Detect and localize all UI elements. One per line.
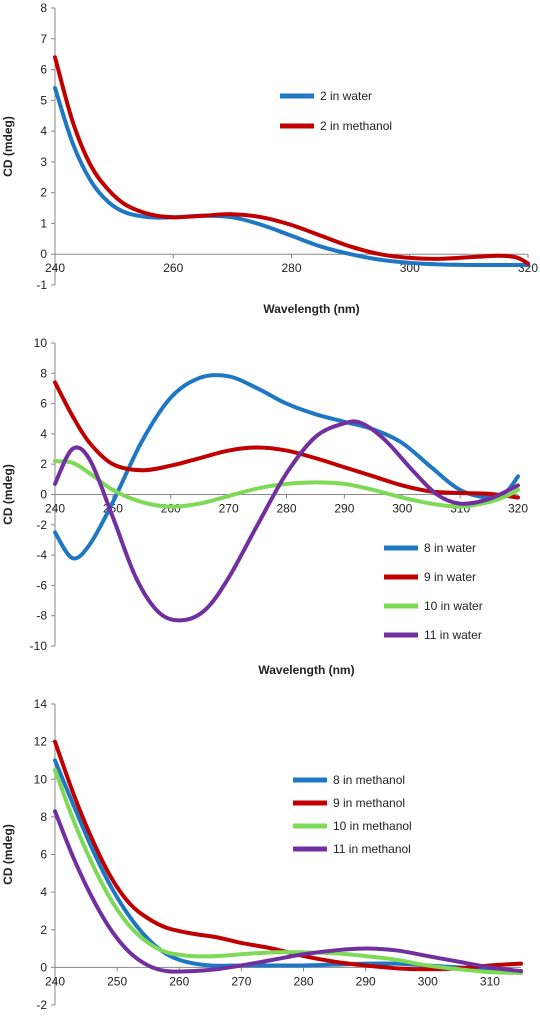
legend-label: 2 in water (320, 89, 372, 103)
legend: 2 in water 2 in methanol (280, 89, 392, 133)
x-tick-label: 300 (418, 974, 438, 988)
y-tick-label: 4 (40, 427, 47, 441)
y-tick-label: 2 (40, 457, 47, 471)
y-tick-label: -1 (36, 278, 47, 292)
x-axis-title: Wavelength (nm) (258, 663, 354, 677)
y-tick-label: 6 (40, 848, 47, 862)
x-tick-label: 290 (334, 502, 354, 516)
series-line-2 (53, 55, 530, 266)
legend-label: 2 in methanol (320, 119, 392, 133)
y-tick-label: 14 (34, 697, 48, 711)
x-tick-label: 280 (281, 261, 301, 275)
y-axis-title: CD (mdeg) (1, 464, 15, 525)
y-tick-label: 4 (40, 124, 47, 138)
legend-label: 8 in methanol (333, 773, 405, 787)
legend-label: 11 in methanol (333, 842, 411, 856)
x-tick-label: 310 (480, 974, 500, 988)
y-tick-label: 12 (34, 735, 48, 749)
y-tick-label: 6 (40, 63, 47, 77)
x-tick-label: 290 (356, 974, 376, 988)
y-axis-title: CD (mdeg) (1, 824, 15, 885)
x-tick-label: 250 (107, 974, 127, 988)
x-tick-label: 260 (169, 974, 189, 988)
y-tick-label: 8 (40, 366, 47, 380)
y-tick-label: 10 (34, 772, 48, 786)
x-tick-label: 300 (392, 502, 412, 516)
y-tick-label: 10 (34, 336, 48, 350)
x-tick-label: 260 (163, 261, 183, 275)
y-tick-label: -8 (36, 609, 47, 623)
legend-label: 10 in methanol (333, 819, 412, 833)
y-tick-label: -10 (30, 639, 48, 653)
x-axis-title: Wavelength (nm) (263, 302, 359, 316)
legend-label: 9 in methanol (333, 796, 405, 810)
y-tick-label: 3 (40, 155, 47, 169)
y-tick-label: 0 (40, 247, 47, 261)
y-tick-label: 4 (40, 885, 47, 899)
series-line-4 (53, 809, 523, 974)
series-line-3 (53, 459, 520, 509)
legend: 8 in water 9 in water 10 in water 11 in wat… (384, 541, 483, 642)
series-line-2 (53, 739, 523, 972)
y-tick-label: -2 (36, 518, 47, 532)
y-tick-label: 2 (40, 923, 47, 937)
series-line-1 (53, 758, 523, 974)
y-tick-label: 8 (40, 1, 47, 15)
x-tick-label: 270 (231, 974, 251, 988)
legend-label: 11 in water (424, 628, 482, 642)
y-tick-label: -2 (36, 998, 47, 1012)
x-tick-label: 240 (45, 502, 65, 516)
y-tick-label: 0 (40, 488, 47, 502)
y-tick-label: 5 (40, 93, 47, 107)
x-tick-label: 280 (294, 974, 314, 988)
y-tick-label: -6 (36, 578, 47, 592)
y-tick-label: 2 (40, 186, 47, 200)
legend-label: 10 in water (424, 599, 483, 613)
series-line-1 (53, 373, 520, 561)
y-tick-label: 8 (40, 810, 47, 824)
chart-3: -2 0 2 4 6 8 10 12 14 240 250 260 270 280 290 300 310 Wav… (1, 697, 523, 1024)
x-tick-label: 320 (508, 502, 528, 516)
y-axis-title: CD (mdeg) (1, 116, 15, 177)
y-tick-label: 0 (40, 960, 47, 974)
legend-label: 9 in water (424, 570, 476, 584)
series-line-1 (53, 86, 530, 268)
legend: 8 in methanol 9 in methanol 10 in methanol… (293, 773, 412, 856)
series-line-4 (53, 419, 520, 623)
x-tick-label: 240 (45, 974, 65, 988)
y-tick-label: 1 (40, 216, 47, 230)
x-tick-label: 280 (276, 502, 296, 516)
legend-label: 8 in water (424, 541, 476, 555)
y-tick-label: -4 (36, 548, 47, 562)
x-tick-label: 240 (45, 261, 65, 275)
y-tick-label: 7 (40, 32, 47, 46)
x-axis-title: Wavelength (nm) (260, 1022, 356, 1024)
y-tick-label: 6 (40, 397, 47, 411)
series-line-3 (53, 767, 523, 976)
x-tick-label: 270 (219, 502, 239, 516)
